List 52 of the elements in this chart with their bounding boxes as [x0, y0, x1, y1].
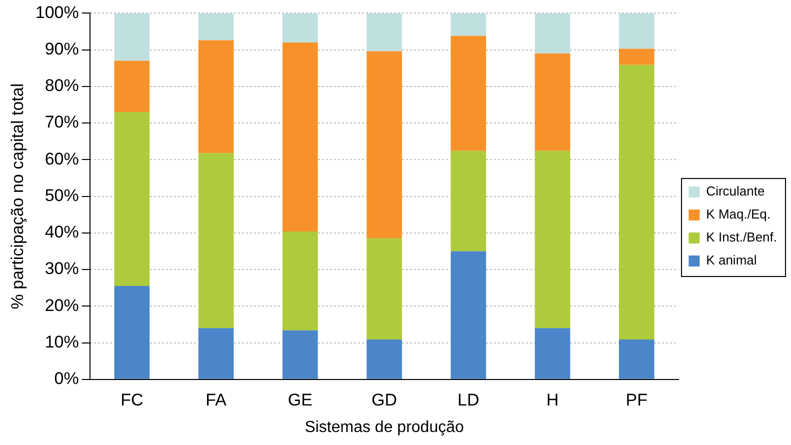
- bar: [282, 330, 318, 379]
- x-tick-label: FC: [120, 390, 144, 410]
- bar: [618, 64, 654, 340]
- bar: [114, 286, 150, 379]
- y-tick-label: 30%: [44, 259, 79, 278]
- legend-label: K animal: [706, 252, 757, 268]
- y-tick-label: 60%: [44, 149, 79, 168]
- bar: [366, 238, 402, 340]
- bar: [450, 150, 486, 252]
- bar: [114, 13, 150, 61]
- legend-label: Circulante: [706, 184, 765, 199]
- y-tick-label: 70%: [44, 112, 79, 132]
- bar: [366, 339, 402, 379]
- legend-label: K Maq./Eq.: [706, 206, 770, 222]
- y-tick-label: 50%: [44, 186, 79, 205]
- y-tick-label: 90%: [44, 40, 79, 59]
- bar: [198, 13, 234, 40]
- bar: [534, 53, 570, 151]
- bar: [114, 60, 150, 112]
- bar: [450, 36, 486, 151]
- x-axis-title: Sistemas de produção: [304, 418, 464, 436]
- bar: [114, 112, 150, 286]
- legend-label: K Inst./Benf.: [706, 230, 778, 245]
- x-tick-label: H: [546, 390, 559, 410]
- y-tick-label: 80%: [44, 76, 79, 96]
- bar: [618, 48, 654, 65]
- x-tick-label: LD: [458, 390, 480, 410]
- bar: [366, 51, 402, 238]
- bar: [534, 13, 570, 54]
- bar: [198, 153, 234, 328]
- bar: [534, 328, 570, 379]
- x-tick-label: GD: [372, 390, 398, 410]
- y-tick-label: 100%: [35, 2, 79, 22]
- x-tick-label: PF: [626, 390, 648, 410]
- bar: [618, 13, 654, 49]
- y-tick-label: 10%: [44, 332, 79, 352]
- bar: [282, 42, 318, 232]
- bar: [618, 339, 654, 379]
- x-tick-label: GE: [288, 390, 312, 410]
- bar: [198, 328, 234, 379]
- bar: [450, 13, 486, 36]
- y-tick-label: 0%: [54, 369, 79, 388]
- x-tick-label: FA: [206, 390, 228, 410]
- bar: [282, 13, 318, 42]
- bar: [282, 231, 318, 330]
- y-axis-title: % participação no capital total: [8, 83, 27, 310]
- y-tick-label: 40%: [44, 222, 79, 242]
- y-tick-label: 20%: [44, 296, 79, 315]
- bar: [450, 251, 486, 379]
- bar: [534, 150, 570, 328]
- bar: [366, 13, 402, 52]
- bar: [198, 40, 234, 154]
